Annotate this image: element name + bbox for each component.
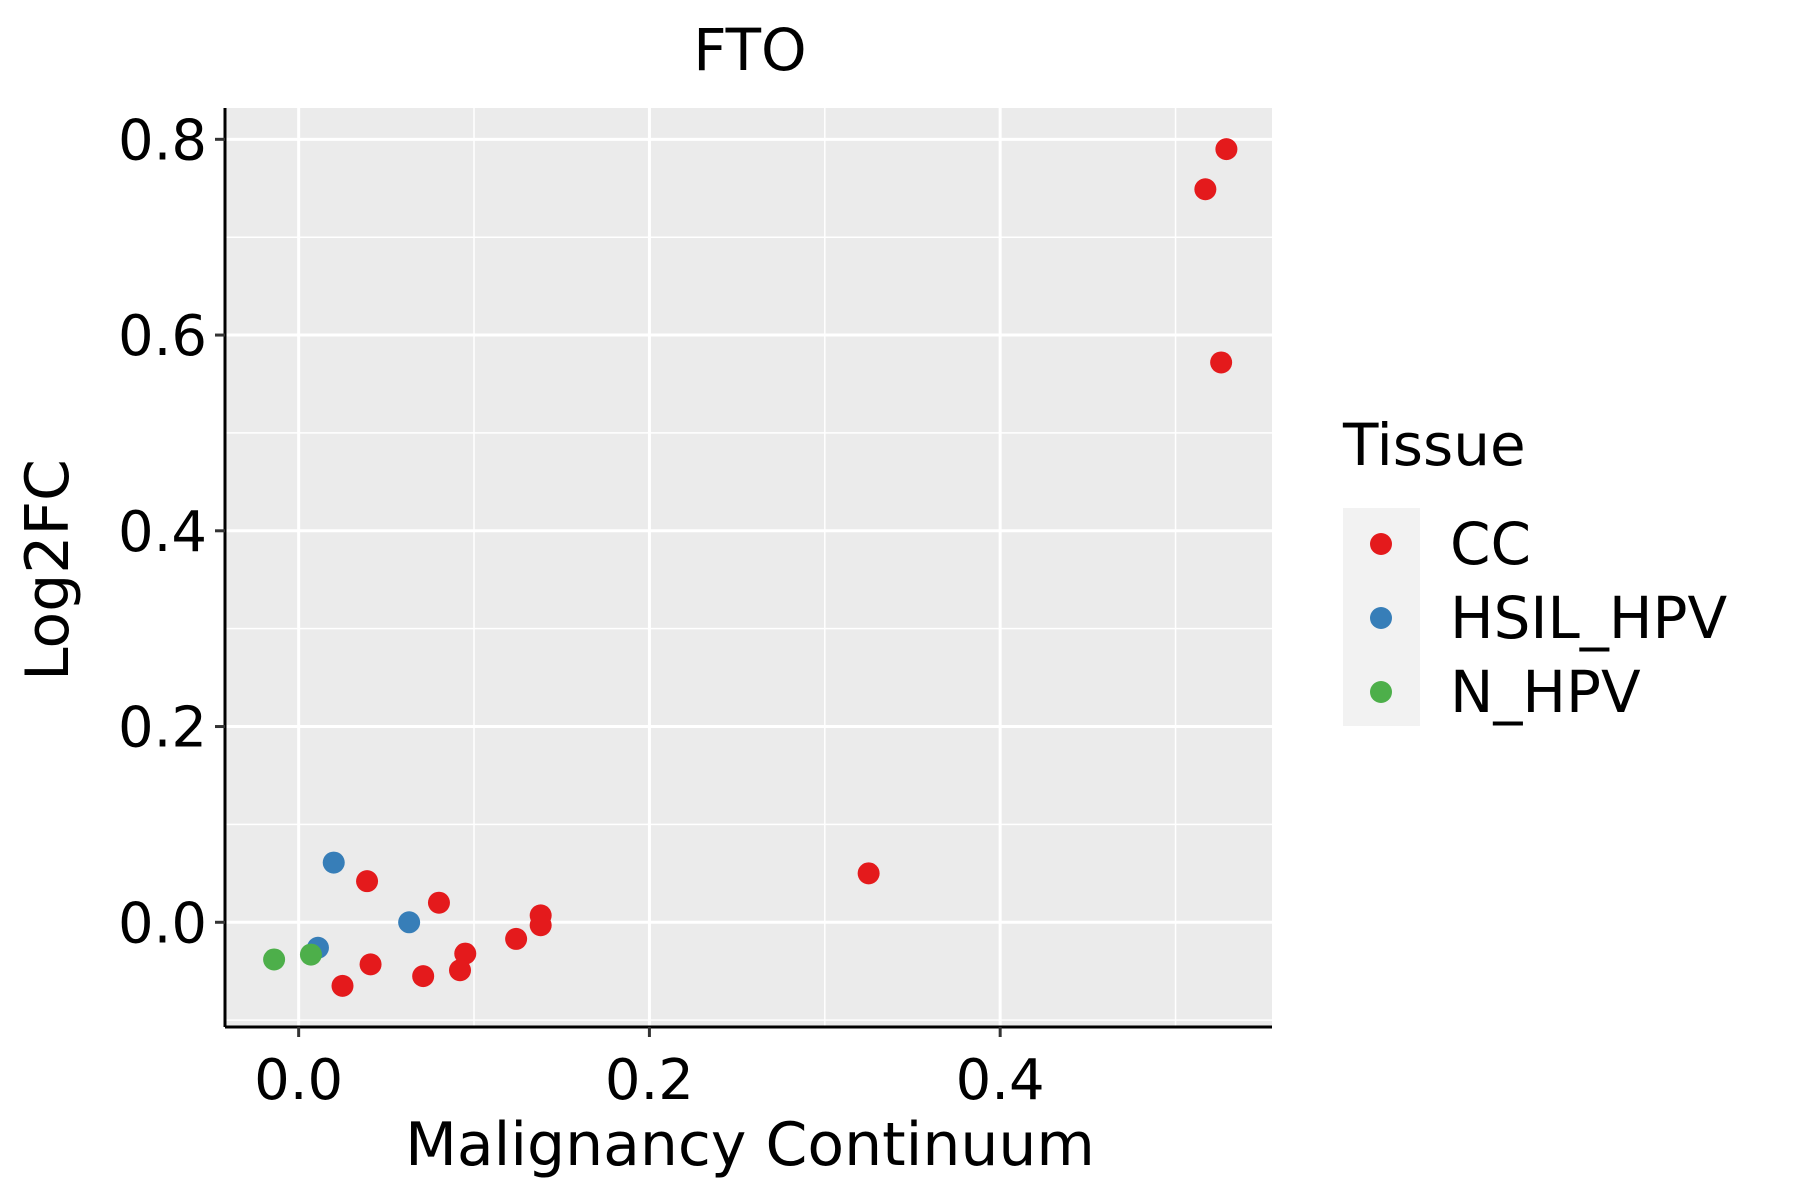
x-axis-label: Malignancy Continuum: [405, 1110, 1095, 1180]
x-tick-label: 0.0: [254, 1048, 343, 1113]
data-point-cc: [1215, 138, 1238, 161]
data-point-cc: [1210, 351, 1233, 374]
minor-gridlines: [225, 108, 1272, 1027]
plot-panel: [225, 108, 1272, 1027]
x-axis-ticks: 0.0 0.2 0.4: [254, 1027, 1045, 1113]
data-point-cc: [505, 927, 528, 950]
legend-title: Tissue: [1342, 411, 1526, 479]
legend-label-n-hpv: N_HPV: [1450, 658, 1641, 726]
y-tick-label: 0.6: [118, 304, 207, 369]
legend-key-n-hpv: [1370, 681, 1392, 703]
data-point-cc: [529, 914, 552, 937]
legend-label-hsil-hpv: HSIL_HPV: [1450, 584, 1727, 652]
x-tick-label: 0.2: [605, 1048, 694, 1113]
y-tick-label: 0.2: [118, 696, 207, 761]
y-tick-label: 0.8: [118, 108, 207, 173]
legend-key-cc: [1370, 533, 1392, 555]
legend-key-hsil-hpv: [1370, 607, 1392, 629]
x-tick-label: 0.4: [956, 1048, 1045, 1113]
legend-label-cc: CC: [1450, 510, 1531, 578]
data-point-n-hpv: [263, 948, 286, 971]
data-point-cc: [331, 974, 354, 997]
y-axis-ticks: 0.0 0.2 0.4 0.6 0.8: [118, 108, 225, 956]
data-point-cc: [449, 959, 472, 982]
data-point-cc: [427, 891, 450, 914]
y-tick-label: 0.4: [118, 500, 207, 565]
y-axis-label: Log2FC: [13, 459, 83, 681]
data-point-cc: [857, 862, 880, 885]
data-point-cc: [1194, 178, 1217, 201]
data-point-n-hpv: [299, 943, 322, 966]
data-point-hsil-hpv: [322, 851, 345, 874]
chart-title: FTO: [693, 16, 806, 84]
data-point-cc: [454, 942, 477, 965]
data-point-cc: [412, 965, 435, 988]
data-point-hsil-hpv: [398, 911, 421, 934]
data-point-cc: [359, 953, 382, 976]
y-tick-label: 0.0: [118, 891, 207, 956]
data-point-cc: [356, 870, 379, 893]
data-points: [263, 138, 1238, 997]
